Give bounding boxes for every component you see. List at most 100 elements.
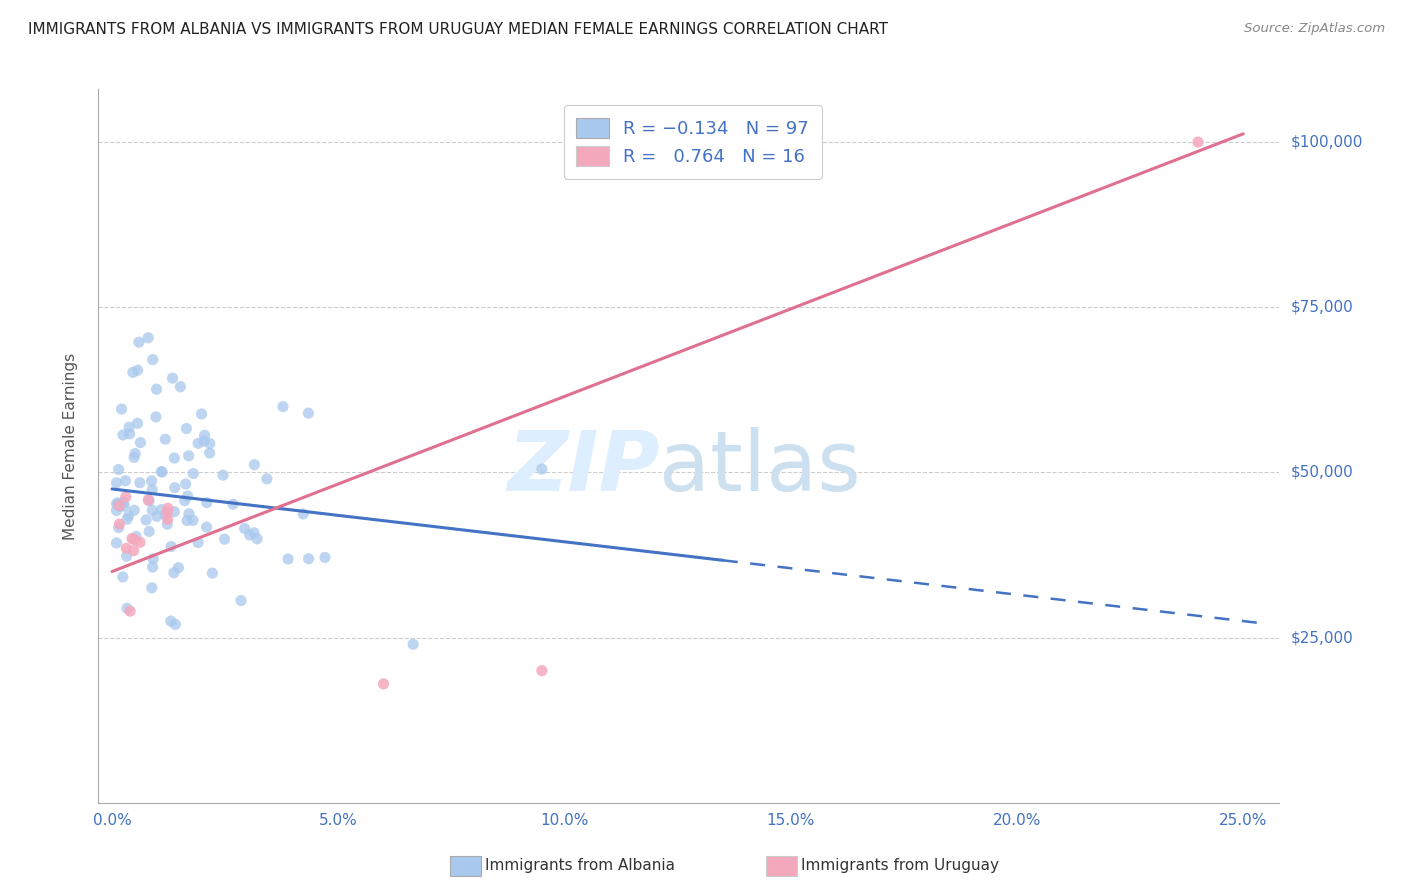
Point bbox=[128, 475, 150, 490]
Point bbox=[114, 474, 136, 488]
Point bbox=[181, 513, 204, 527]
Point bbox=[156, 517, 179, 532]
Point bbox=[108, 500, 131, 514]
Point bbox=[177, 449, 200, 463]
Point bbox=[256, 472, 278, 486]
Point bbox=[297, 551, 319, 566]
Point bbox=[212, 468, 235, 483]
Point bbox=[115, 541, 138, 556]
Point bbox=[243, 458, 266, 472]
Point bbox=[129, 535, 152, 549]
Text: $50,000: $50,000 bbox=[1291, 465, 1354, 480]
Point bbox=[122, 365, 145, 379]
Point bbox=[174, 477, 197, 491]
Point bbox=[118, 426, 141, 441]
Point bbox=[181, 467, 204, 481]
Point bbox=[135, 513, 157, 527]
Point bbox=[167, 560, 190, 574]
Point bbox=[127, 416, 149, 430]
Point bbox=[117, 508, 139, 523]
Text: IMMIGRANTS FROM ALBANIA VS IMMIGRANTS FROM URUGUAY MEDIAN FEMALE EARNINGS CORREL: IMMIGRANTS FROM ALBANIA VS IMMIGRANTS FR… bbox=[28, 22, 889, 37]
Point bbox=[187, 535, 209, 549]
Point bbox=[105, 503, 128, 517]
Point bbox=[165, 617, 187, 632]
Point bbox=[114, 490, 136, 504]
Point bbox=[105, 497, 128, 511]
Point bbox=[187, 436, 209, 450]
Point bbox=[128, 335, 150, 350]
Point bbox=[141, 483, 163, 497]
Point bbox=[195, 495, 218, 509]
Text: Immigrants from Albania: Immigrants from Albania bbox=[485, 858, 675, 872]
Text: ZIP: ZIP bbox=[506, 427, 659, 508]
Point bbox=[122, 533, 145, 547]
Legend: R = −0.134   N = 97, R =   0.764   N = 16: R = −0.134 N = 97, R = 0.764 N = 16 bbox=[564, 105, 821, 178]
Point bbox=[121, 532, 143, 546]
Point bbox=[112, 499, 135, 513]
Point bbox=[138, 493, 160, 508]
Point bbox=[530, 462, 553, 476]
Point bbox=[1187, 135, 1209, 149]
Point bbox=[297, 406, 319, 420]
Point bbox=[198, 446, 221, 460]
Point bbox=[156, 501, 179, 516]
Point bbox=[163, 481, 186, 495]
Point bbox=[111, 570, 134, 584]
Point bbox=[107, 496, 129, 510]
Point bbox=[155, 432, 177, 446]
Point bbox=[105, 536, 128, 550]
Point bbox=[124, 446, 146, 460]
Point bbox=[530, 664, 553, 678]
Point bbox=[159, 614, 181, 628]
Point bbox=[190, 407, 212, 421]
Point bbox=[142, 552, 165, 566]
Point bbox=[107, 462, 129, 476]
Point bbox=[222, 497, 245, 511]
Text: $100,000: $100,000 bbox=[1291, 135, 1362, 150]
Point bbox=[141, 503, 163, 517]
Point bbox=[163, 566, 186, 580]
Text: Immigrants from Uruguay: Immigrants from Uruguay bbox=[801, 858, 1000, 872]
Point bbox=[169, 380, 191, 394]
Point bbox=[229, 593, 252, 607]
Point bbox=[155, 508, 177, 522]
Point bbox=[141, 474, 163, 488]
Point bbox=[195, 520, 218, 534]
Point bbox=[277, 552, 299, 566]
Point bbox=[141, 581, 163, 595]
Point bbox=[150, 465, 173, 479]
Point bbox=[111, 428, 134, 442]
Point bbox=[156, 506, 179, 520]
Point bbox=[194, 428, 217, 442]
Point bbox=[142, 560, 165, 574]
Point bbox=[150, 502, 173, 516]
Point bbox=[156, 512, 179, 526]
Point bbox=[314, 550, 336, 565]
Point bbox=[118, 420, 141, 434]
Point bbox=[122, 543, 145, 558]
Point bbox=[129, 435, 152, 450]
Point bbox=[110, 402, 132, 417]
Y-axis label: Median Female Earnings: Median Female Earnings bbox=[63, 352, 77, 540]
Point bbox=[201, 566, 224, 580]
Point bbox=[176, 489, 198, 503]
Point bbox=[243, 525, 266, 540]
Point bbox=[402, 637, 425, 651]
Point bbox=[125, 529, 148, 543]
Point bbox=[112, 495, 135, 509]
Point bbox=[198, 436, 221, 450]
Text: $75,000: $75,000 bbox=[1291, 300, 1354, 315]
Point bbox=[271, 400, 294, 414]
Point bbox=[146, 509, 169, 524]
Point bbox=[127, 363, 149, 377]
Point bbox=[292, 507, 315, 521]
Point bbox=[246, 532, 269, 546]
Point bbox=[162, 371, 184, 385]
Point bbox=[108, 499, 131, 513]
Point bbox=[150, 465, 173, 479]
Text: $25,000: $25,000 bbox=[1291, 630, 1354, 645]
Point bbox=[193, 434, 215, 449]
Point bbox=[373, 677, 395, 691]
Point bbox=[173, 493, 195, 508]
Point bbox=[120, 604, 142, 618]
